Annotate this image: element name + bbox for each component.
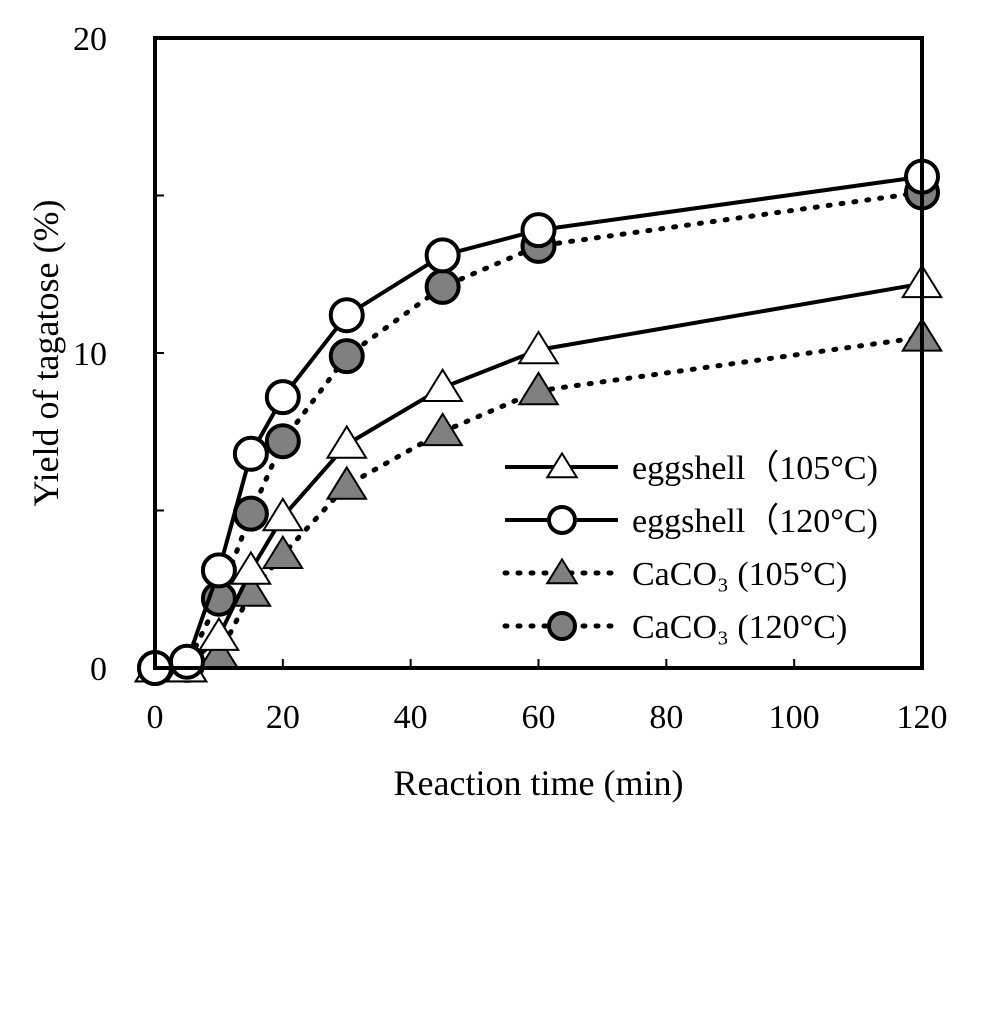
data-point — [517, 371, 560, 406]
data-point — [424, 237, 461, 274]
plot-area — [133, 36, 944, 686]
ticks-layer — [154, 37, 923, 669]
data-point — [232, 495, 269, 532]
legend-entry-3: CaCO₃ (105°C) — [502, 556, 847, 593]
data-point — [520, 212, 557, 249]
x-tick-label: 40 — [394, 699, 428, 736]
data-point — [325, 424, 368, 459]
series-2 — [137, 158, 940, 686]
data-point — [261, 534, 304, 569]
data-point — [232, 435, 269, 472]
x-tick-label: 80 — [649, 699, 683, 736]
data-point — [325, 465, 368, 500]
legend-swatch-marker — [547, 505, 577, 535]
data-point — [261, 497, 304, 532]
legend-entry-4: CaCO₃ (120°C) — [502, 609, 847, 646]
x-tick-label: 60 — [522, 699, 556, 736]
x-tick-label: 0 — [147, 699, 164, 736]
legend-label: eggshell（105°C) — [632, 449, 878, 487]
y-tick-label: 10 — [73, 336, 107, 373]
data-point — [328, 338, 365, 375]
legend-swatch-marker — [545, 557, 579, 585]
data-point — [424, 268, 461, 305]
x-tick-label: 120 — [897, 699, 948, 736]
x-tick-label: 100 — [769, 699, 820, 736]
data-point — [421, 411, 464, 447]
legend-label: eggshell（120°C) — [632, 502, 878, 540]
legend-swatch-marker — [545, 451, 579, 479]
data-point — [328, 297, 365, 334]
legend-entry-2: eggshell（120°C) — [505, 502, 878, 540]
tick-labels-layer: 0 20 40 60 80 100 120 0 10 20 — [73, 21, 948, 736]
legend-swatch-marker — [547, 611, 577, 641]
y-tick-label: 0 — [90, 651, 107, 688]
legend-label: CaCO₃ (120°C) — [632, 609, 847, 646]
data-point — [264, 423, 301, 460]
y-axis-title: Yield of tagatose (%) — [26, 200, 66, 507]
legend: eggshell（105°C) eggshell（120°C) CaCO₃ (105… — [502, 449, 878, 646]
data-point — [229, 550, 272, 585]
data-point — [264, 379, 301, 416]
series-layer — [133, 158, 944, 686]
data-point — [197, 616, 240, 651]
data-point — [200, 552, 237, 589]
legend-entry-1: eggshell（105°C) — [505, 449, 878, 487]
legend-label: CaCO₃ (105°C) — [632, 556, 847, 593]
data-point — [168, 643, 205, 680]
x-axis-title: Reaction time (min) — [394, 763, 684, 803]
x-tick-label: 20 — [266, 699, 300, 736]
series-4 — [137, 174, 940, 686]
data-point — [421, 367, 464, 403]
y-tick-label: 20 — [73, 21, 107, 58]
data-point — [517, 330, 560, 365]
